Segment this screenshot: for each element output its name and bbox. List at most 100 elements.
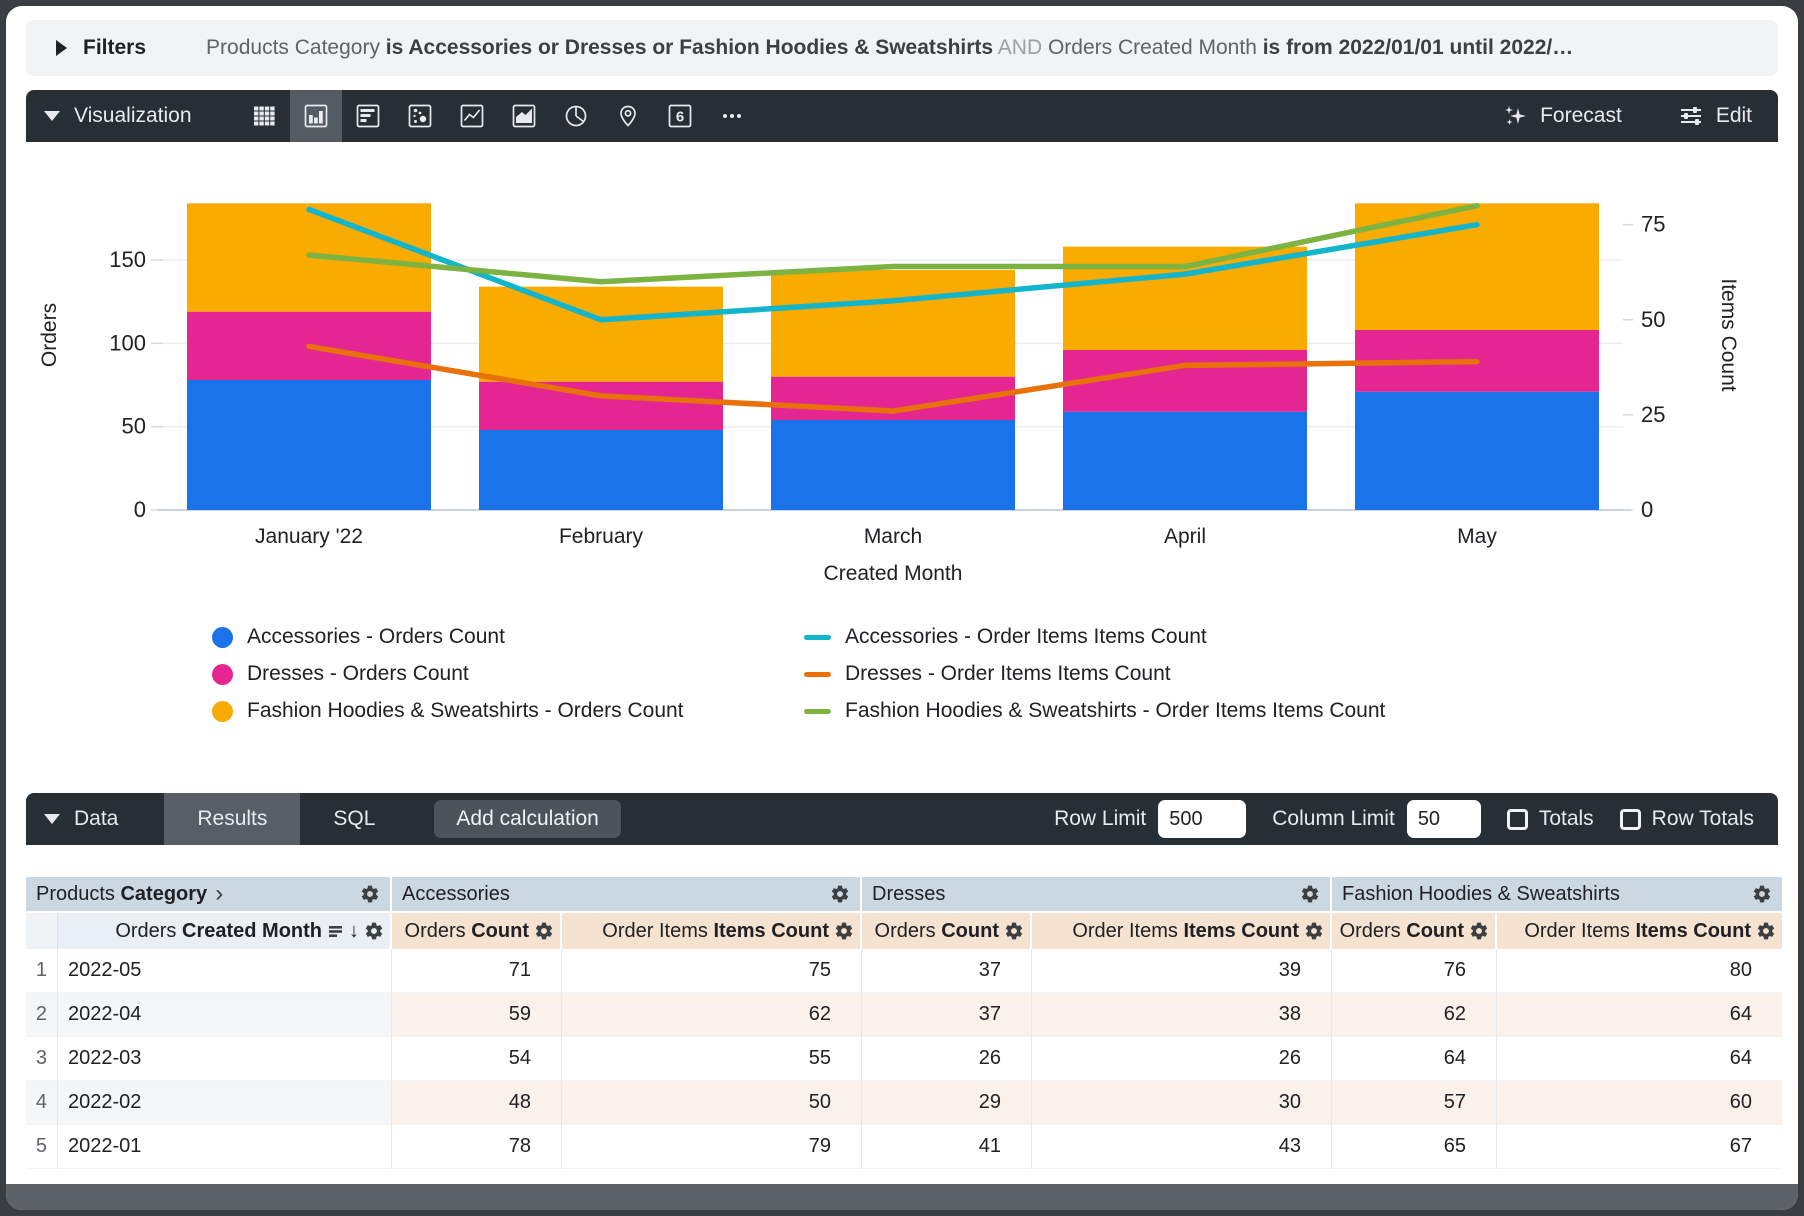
gear-icon[interactable] bbox=[830, 884, 850, 904]
legend-item[interactable]: Fashion Hoodies & Sweatshirts - Orders C… bbox=[212, 699, 804, 723]
viz-type-single-value-button[interactable]: 6 bbox=[654, 90, 706, 142]
measure-cell[interactable]: 64 bbox=[1497, 1037, 1782, 1081]
measure-cell[interactable]: 60 bbox=[1497, 1081, 1782, 1125]
row-totals-checkbox-group[interactable]: Row Totals bbox=[1620, 807, 1754, 831]
dimension-header[interactable]: Orders Created Month ↓ bbox=[58, 913, 392, 949]
column-limit-input[interactable] bbox=[1407, 800, 1481, 838]
measure-cell[interactable]: 48 bbox=[392, 1081, 562, 1125]
forecast-button[interactable]: Forecast bbox=[1502, 103, 1622, 129]
measure-cell[interactable]: 64 bbox=[1497, 993, 1782, 1037]
row-totals-checkbox[interactable] bbox=[1620, 809, 1641, 830]
measure-header-items-count[interactable]: Order Items Items Count bbox=[1032, 913, 1332, 949]
pivot-field-header[interactable]: Products Category › bbox=[26, 877, 392, 913]
viz-type-area-button[interactable] bbox=[498, 90, 550, 142]
measure-header-orders-count[interactable]: Orders Count bbox=[862, 913, 1032, 949]
measure-header-orders-count[interactable]: Orders Count bbox=[392, 913, 562, 949]
gear-icon[interactable] bbox=[1469, 921, 1489, 941]
viz-type-line-button[interactable] bbox=[446, 90, 498, 142]
sort-desc-icon[interactable]: ↓ bbox=[349, 920, 359, 943]
measure-cell[interactable]: 80 bbox=[1497, 949, 1782, 993]
dimension-cell[interactable]: 2022-03 bbox=[58, 1037, 392, 1081]
measure-cell[interactable]: 26 bbox=[862, 1037, 1032, 1081]
measure-cell[interactable]: 55 bbox=[562, 1037, 862, 1081]
measure-header-items-count[interactable]: Order Items Items Count bbox=[562, 913, 862, 949]
measure-cell[interactable]: 59 bbox=[392, 993, 562, 1037]
measure-cell[interactable]: 57 bbox=[1332, 1081, 1497, 1125]
viz-type-scatter-button[interactable] bbox=[394, 90, 446, 142]
viz-type-table-button[interactable] bbox=[238, 90, 290, 142]
measure-cell[interactable]: 78 bbox=[392, 1125, 562, 1169]
legend-item[interactable]: Dresses - Order Items Items Count bbox=[804, 662, 1385, 686]
bar-segment[interactable] bbox=[479, 430, 723, 510]
measure-cell[interactable]: 62 bbox=[562, 993, 862, 1037]
measure-cell[interactable]: 76 bbox=[1332, 949, 1497, 993]
dimension-cell[interactable]: 2022-04 bbox=[58, 993, 392, 1037]
gear-icon[interactable] bbox=[364, 921, 384, 941]
measure-cell[interactable]: 62 bbox=[1332, 993, 1497, 1037]
row-limit-input[interactable] bbox=[1158, 800, 1246, 838]
dimension-cell[interactable]: 2022-01 bbox=[58, 1125, 392, 1169]
measure-cell[interactable]: 43 bbox=[1032, 1125, 1332, 1169]
dimension-cell[interactable]: 2022-05 bbox=[58, 949, 392, 993]
edit-button[interactable]: Edit bbox=[1678, 103, 1752, 129]
group-header-accessories[interactable]: Accessories bbox=[392, 877, 862, 913]
gear-icon[interactable] bbox=[1300, 884, 1320, 904]
gear-icon[interactable] bbox=[834, 921, 854, 941]
bar-segment[interactable] bbox=[479, 382, 723, 430]
measure-cell[interactable]: 26 bbox=[1032, 1037, 1332, 1081]
expand-filters-icon[interactable] bbox=[56, 40, 67, 56]
gear-icon[interactable] bbox=[1304, 921, 1324, 941]
measure-cell[interactable]: 50 bbox=[562, 1081, 862, 1125]
viz-type-column-button[interactable] bbox=[290, 90, 342, 142]
bar-segment[interactable] bbox=[771, 420, 1015, 510]
viz-type-more-button[interactable] bbox=[706, 90, 758, 142]
dimension-cell[interactable]: 2022-02 bbox=[58, 1081, 392, 1125]
measure-cell[interactable]: 75 bbox=[562, 949, 862, 993]
collapse-data-icon[interactable] bbox=[44, 814, 60, 824]
expand-pivot-icon[interactable]: › bbox=[215, 882, 223, 906]
measure-header-orders-count[interactable]: Orders Count bbox=[1332, 913, 1497, 949]
gear-icon[interactable] bbox=[534, 921, 554, 941]
gear-icon[interactable] bbox=[1756, 921, 1776, 941]
measure-cell[interactable]: 41 bbox=[862, 1125, 1032, 1169]
collapse-visualization-icon[interactable] bbox=[44, 111, 60, 121]
measure-header-items-count[interactable]: Order Items Items Count bbox=[1497, 913, 1782, 949]
tab-results[interactable]: Results bbox=[164, 793, 300, 845]
measure-cell[interactable]: 38 bbox=[1032, 993, 1332, 1037]
totals-checkbox-group[interactable]: Totals bbox=[1507, 807, 1594, 831]
legend-item[interactable]: Fashion Hoodies & Sweatshirts - Order It… bbox=[804, 699, 1385, 723]
measure-cell[interactable]: 30 bbox=[1032, 1081, 1332, 1125]
bar-segment[interactable] bbox=[479, 287, 723, 382]
measure-cell[interactable]: 37 bbox=[862, 949, 1032, 993]
group-header-fashion-hoodies[interactable]: Fashion Hoodies & Sweatshirts bbox=[1332, 877, 1782, 913]
legend-item[interactable]: Accessories - Orders Count bbox=[212, 625, 804, 649]
gear-icon[interactable] bbox=[360, 884, 380, 904]
measure-cell[interactable]: 29 bbox=[862, 1081, 1032, 1125]
filter-expression[interactable]: Products Category is Accessories or Dres… bbox=[206, 36, 1758, 60]
measure-cell[interactable]: 67 bbox=[1497, 1125, 1782, 1169]
bar-segment[interactable] bbox=[771, 270, 1015, 377]
measure-cell[interactable]: 64 bbox=[1332, 1037, 1497, 1081]
bar-segment[interactable] bbox=[187, 380, 431, 510]
gear-icon[interactable] bbox=[1752, 884, 1772, 904]
bar-segment[interactable] bbox=[1355, 392, 1599, 510]
gear-icon[interactable] bbox=[1004, 921, 1024, 941]
measure-cell[interactable]: 65 bbox=[1332, 1125, 1497, 1169]
filters-bar[interactable]: Filters Products Category is Accessories… bbox=[26, 20, 1778, 76]
measure-cell[interactable]: 71 bbox=[392, 949, 562, 993]
measure-cell[interactable]: 39 bbox=[1032, 949, 1332, 993]
viz-type-bar-button[interactable] bbox=[342, 90, 394, 142]
tab-sql[interactable]: SQL bbox=[300, 793, 408, 845]
measure-cell[interactable]: 54 bbox=[392, 1037, 562, 1081]
legend-item[interactable]: Accessories - Order Items Items Count bbox=[804, 625, 1385, 649]
totals-checkbox[interactable] bbox=[1507, 809, 1528, 830]
measure-cell[interactable]: 37 bbox=[862, 993, 1032, 1037]
legend-item[interactable]: Dresses - Orders Count bbox=[212, 662, 804, 686]
viz-type-map-button[interactable] bbox=[602, 90, 654, 142]
group-header-dresses[interactable]: Dresses bbox=[862, 877, 1332, 913]
viz-type-pie-button[interactable] bbox=[550, 90, 602, 142]
subtotal-icon[interactable] bbox=[327, 923, 344, 940]
measure-cell[interactable]: 79 bbox=[562, 1125, 862, 1169]
bar-segment[interactable] bbox=[1063, 412, 1307, 510]
add-calculation-button[interactable]: Add calculation bbox=[434, 800, 620, 838]
